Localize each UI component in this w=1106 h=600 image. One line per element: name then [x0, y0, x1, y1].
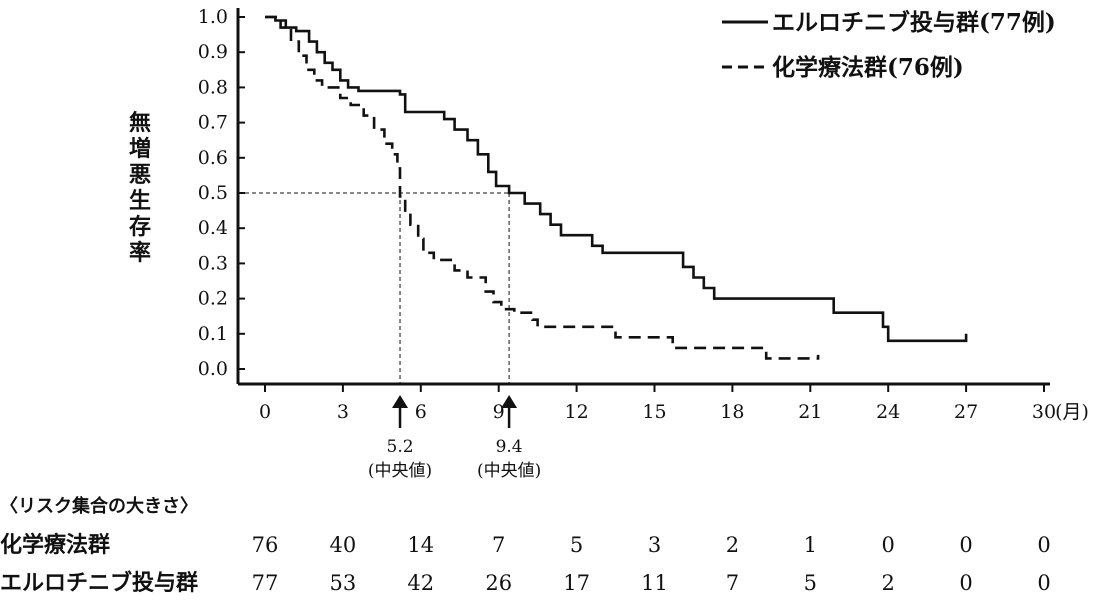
x-tick-label: 30 [1032, 401, 1056, 423]
risk-value: 3 [648, 533, 661, 557]
x-tick-labels: 0 3 6 9 12 15 18 21 24 27 30(月) [259, 401, 1089, 423]
risk-value: 14 [407, 533, 434, 557]
risk-value: 2 [882, 571, 895, 595]
median-arrow-head [501, 395, 518, 408]
risk-row-label: エルロチニブ投与群 [0, 570, 198, 596]
y-tick-label: 0.6 [198, 147, 228, 169]
x-tick-label: 15 [642, 401, 666, 423]
median-value: 5.2 [387, 437, 414, 457]
risk-value: 7 [492, 533, 505, 557]
median-markers: 5.2 (中央値) 9.4 (中央値) [368, 395, 541, 481]
x-tick-label: 21 [798, 401, 822, 423]
risk-value: 26 [485, 571, 512, 595]
risk-value: 40 [330, 533, 357, 557]
risk-value: 17 [563, 571, 590, 595]
median-arrow-head [392, 395, 409, 408]
risk-value: 0 [1037, 571, 1050, 595]
x-tick-label: 3 [337, 401, 349, 423]
y-axis-label-char: 増 [129, 136, 151, 162]
risk-value: 11 [641, 571, 668, 595]
median-reference-lines [238, 192, 510, 384]
y-tick-label: 0.9 [198, 41, 228, 63]
risk-value: 2 [726, 533, 739, 557]
risk-value: 5 [570, 533, 583, 557]
median-note: (中央値) [368, 461, 432, 481]
risk-value: 76 [252, 533, 279, 557]
y-tick-label: 0.3 [198, 252, 228, 274]
x-axis-unit: (月) [1055, 401, 1089, 423]
median-value: 9.4 [496, 437, 523, 457]
x-tick-label: 27 [954, 401, 978, 423]
survival-curves [265, 15, 968, 360]
y-tick-label: 0.1 [198, 323, 228, 345]
risk-value: 77 [252, 571, 279, 595]
risk-value: 5 [804, 571, 817, 595]
risk-value: 53 [330, 571, 357, 595]
y-tick-label: 0.5 [198, 182, 228, 204]
y-tick-label: 1.0 [198, 6, 228, 28]
erlotinib-curve [265, 15, 968, 343]
x-tick-label: 24 [876, 401, 900, 423]
risk-value: 0 [1037, 533, 1050, 557]
median-note: (中央値) [477, 461, 541, 481]
axes [236, 8, 1050, 392]
y-axis-label-char: 存 [129, 214, 151, 240]
x-tick-label: 6 [415, 401, 427, 423]
y-tick-label: 0.2 [198, 288, 228, 310]
y-axis-label-char: 率 [129, 240, 151, 266]
y-tick-label: 0.0 [198, 358, 228, 380]
risk-value: 0 [882, 533, 895, 557]
legend-label: 化学療法群(76例) [772, 54, 964, 81]
risk-value: 0 [959, 571, 972, 595]
risk-value: 0 [959, 533, 972, 557]
chemotherapy-curve [265, 15, 820, 360]
x-tick-label: 0 [259, 401, 271, 423]
risk-row-label: 化学療法群 [0, 532, 110, 558]
risk-value: 1 [804, 533, 817, 557]
risk-value: 7 [726, 571, 739, 595]
y-tick-labels: 0.0 0.1 0.2 0.3 0.4 0.5 0.6 0.7 0.8 0.9 1.0 [198, 6, 228, 380]
x-tick-label: 18 [720, 401, 744, 423]
legend: エルロチニブ投与群(77例) 化学療法群(76例) [722, 9, 1056, 81]
y-axis-label-char: 無 [129, 110, 151, 136]
risk-table-title: 〈リスク集合の大きさ〉 [0, 495, 198, 517]
x-tick-label: 9 [493, 401, 505, 423]
x-tick-label: 12 [565, 401, 589, 423]
y-axis-label-char: 悪 [129, 162, 151, 188]
y-axis-label-char: 生 [129, 188, 151, 214]
legend-label: エルロチニブ投与群(77例) [772, 9, 1056, 36]
y-tick-label: 0.4 [198, 217, 228, 239]
y-tick-label: 0.7 [198, 112, 228, 134]
risk-value: 42 [407, 571, 434, 595]
y-tick-label: 0.8 [198, 76, 228, 98]
